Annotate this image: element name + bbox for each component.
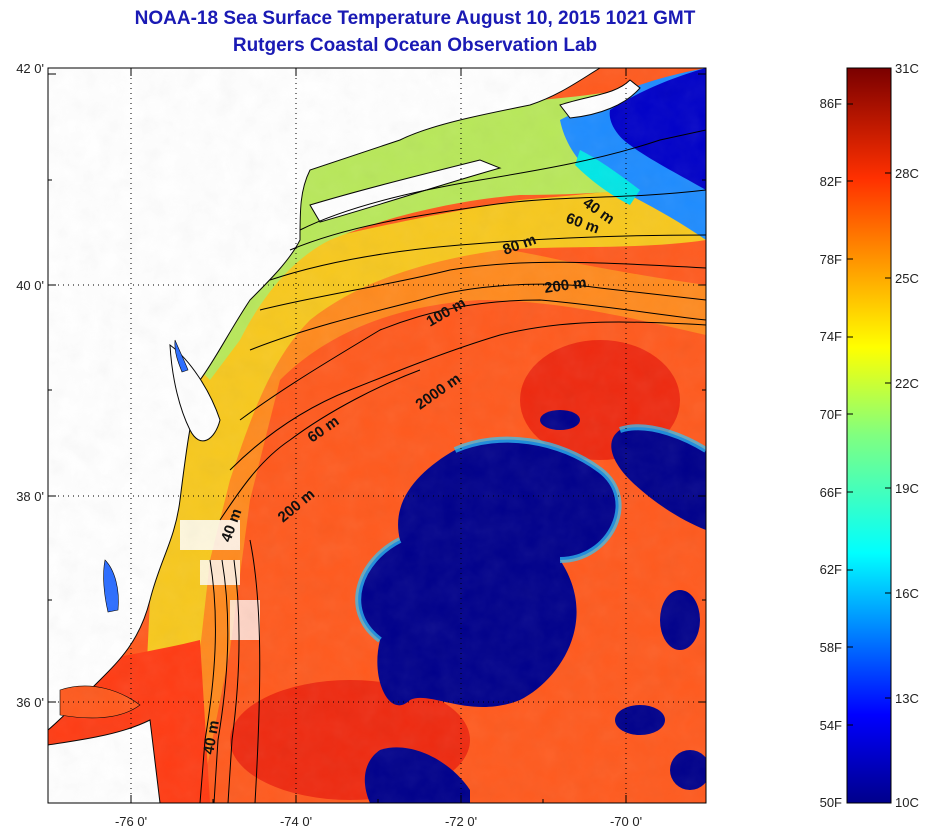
cb-f-label: 58F [820, 640, 842, 655]
cb-f-label: 70F [820, 407, 842, 422]
map-frame [47, 67, 707, 804]
cb-c-label: 13C [895, 691, 919, 706]
lon-label: -70 0' [610, 814, 642, 829]
cb-c-label: 31C [895, 61, 919, 76]
cb-c-label: 25C [895, 271, 919, 286]
colorbar-f-labels: 86F 82F 78F 74F 70F 66F 62F 58F 54F 50F [820, 96, 842, 810]
colorbar-ticks [847, 103, 891, 726]
lat-label: 42 0' [16, 61, 44, 76]
contour-label: 40 m [200, 719, 223, 756]
cb-f-label: 66F [820, 485, 842, 500]
lon-label: -76 0' [115, 814, 147, 829]
longitude-labels: -76 0' -74 0' -72 0' -70 0' [115, 814, 642, 829]
cb-c-label: 16C [895, 586, 919, 601]
cb-f-label: 62F [820, 562, 842, 577]
texture-overlay [48, 68, 706, 803]
cb-f-label: 74F [820, 329, 842, 344]
lat-label: 38 0' [16, 489, 44, 504]
colorbar-c-labels: 31C 28C 25C 22C 19C 16C 13C 10C [895, 61, 919, 810]
cb-c-label: 28C [895, 166, 919, 181]
cb-c-label: 10C [895, 795, 919, 810]
colorbar-gradient [846, 67, 892, 804]
colorbar: 86F 82F 78F 74F 70F 66F 62F 58F 54F 50F … [820, 61, 919, 810]
latitude-labels: 42 0' 40 0' 38 0' 36 0' [16, 61, 44, 710]
axis-ticks [48, 68, 706, 803]
cb-c-label: 19C [895, 481, 919, 496]
bathymetry-contours [199, 129, 706, 803]
cb-f-label: 50F [820, 795, 842, 810]
sst-map-panel: 40 m 60 m 80 m 200 m 100 m 2000 m 60 m 2… [48, 68, 706, 803]
map-title: NOAA-18 Sea Surface Temperature August 1… [134, 8, 696, 29]
lon-label: -74 0' [280, 814, 312, 829]
cb-c-label: 22C [895, 376, 919, 391]
lat-label: 36 0' [16, 695, 44, 710]
lon-label: -72 0' [445, 814, 477, 829]
map-subtitle: Rutgers Coastal Ocean Observation Lab [232, 35, 598, 56]
cb-f-label: 54F [820, 718, 842, 733]
cb-f-label: 78F [820, 252, 842, 267]
contour-label: 200 m [543, 274, 587, 297]
cb-f-label: 86F [820, 96, 842, 111]
cb-f-label: 82F [820, 174, 842, 189]
lat-label: 40 0' [16, 278, 44, 293]
